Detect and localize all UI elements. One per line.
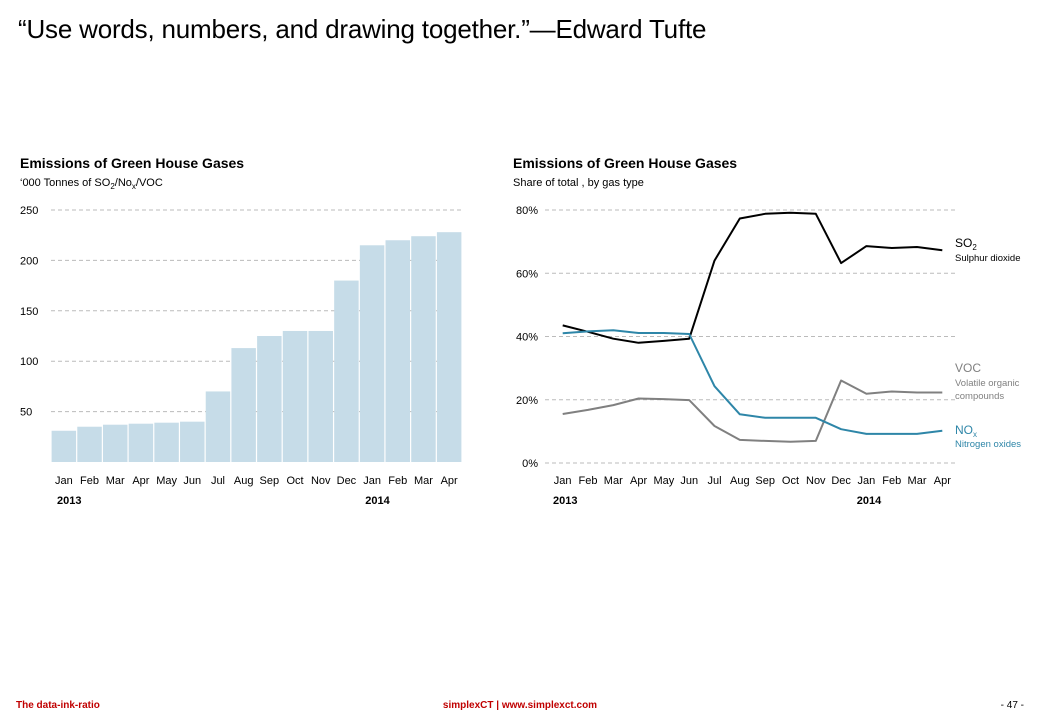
series-line-so2: [562, 211, 943, 344]
x-tick-label: Jan: [55, 475, 73, 487]
bar: [257, 336, 282, 462]
x-tick-label: Jan: [858, 475, 876, 487]
line-chart-title: Emissions of Green House Gases: [513, 155, 737, 171]
y-tick-label: 0%: [522, 458, 538, 470]
y-tick-label: 40%: [516, 332, 538, 344]
x-tick-label: Feb: [882, 475, 901, 487]
x-tick-label: May: [156, 475, 177, 487]
x-tick-label: Mar: [604, 475, 623, 487]
series-desc-voc: Volatile organic: [955, 378, 1020, 389]
bar: [411, 236, 436, 462]
x-tick-label: May: [654, 475, 675, 487]
x-tick-label: Nov: [806, 475, 826, 487]
y-tick-label: 200: [20, 255, 38, 267]
x-tick-label: Apr: [132, 475, 149, 487]
series-label-nox: NOx: [955, 423, 977, 439]
series-label-so2: SO2: [955, 236, 977, 252]
bar: [102, 424, 128, 462]
series-desc-voc-2: compounds: [955, 391, 1004, 402]
year-label: 2014: [857, 495, 882, 507]
x-tick-label: Sep: [260, 475, 280, 487]
y-tick-label: 60%: [516, 268, 538, 280]
x-tick-label: Oct: [782, 475, 799, 487]
bar: [308, 330, 333, 462]
x-tick-label: Aug: [730, 475, 750, 487]
bar-chart-gridlines: [51, 209, 462, 413]
bar: [334, 280, 359, 462]
year-label: 2013: [57, 495, 81, 507]
bar-chart: Emissions of Green House Gases ‘000 Tonn…: [20, 155, 462, 507]
footer-brand: simplexCT | www.simplexct.com: [0, 700, 1040, 711]
x-tick-label: Feb: [578, 475, 597, 487]
x-tick-label: Mar: [106, 475, 125, 487]
bar: [77, 426, 102, 462]
bar-chart-x-axis: Jan Feb Mar Apr May Jun Jul Aug Sep Oct Nov Dec Jan F…: [55, 475, 458, 487]
line-chart: Emissions of Green House Gases Share of …: [513, 155, 1021, 507]
series-desc-so2: Sulphur dioxide: [955, 253, 1021, 264]
footer-page-number: - 47 -: [1000, 700, 1024, 711]
y-tick-label: 100: [20, 356, 38, 368]
line-chart-subtitle: Share of total , by gas type: [513, 177, 644, 189]
x-tick-label: Jan: [554, 475, 572, 487]
x-tick-label: Apr: [934, 475, 951, 487]
y-tick-label: 20%: [516, 395, 538, 407]
y-tick-label: 50: [20, 407, 32, 419]
x-tick-label: Apr: [630, 475, 647, 487]
x-tick-label: Dec: [831, 475, 851, 487]
footer-separator: |: [496, 700, 500, 711]
line-chart-x-axis: Jan Feb Mar Apr May Jun Jul Aug Sep Oct Nov Dec Jan F…: [554, 475, 951, 487]
footer-section-label: The data-ink-ratio: [16, 700, 100, 711]
x-tick-label: Oct: [286, 475, 303, 487]
series-line-voc: [562, 379, 943, 443]
x-tick-label: Jan: [363, 475, 381, 487]
x-tick-label: Apr: [441, 475, 458, 487]
footer-brand-name: simplexCT: [442, 700, 494, 711]
slide-title: “Use words, numbers, and drawing togethe…: [18, 14, 707, 44]
bar-chart-subtitle: ‘000 Tonnes of SO2/Nox/VOC: [20, 177, 163, 191]
line-chart-series: [562, 211, 943, 443]
bar: [282, 330, 308, 462]
line-chart-years: 2013 2014: [553, 495, 882, 507]
x-tick-label: Sep: [755, 475, 775, 487]
footer-url[interactable]: www.simplexct.com: [501, 700, 598, 711]
y-tick-label: 250: [20, 205, 38, 217]
x-tick-label: Mar: [908, 475, 927, 487]
bar: [436, 232, 462, 462]
x-tick-label: Jun: [183, 475, 201, 487]
series-label-voc: VOC: [955, 361, 981, 375]
line-chart-y-axis: 0% 20% 40% 60% 80%: [516, 205, 538, 470]
bar: [231, 348, 256, 462]
y-tick-label: 150: [20, 306, 38, 318]
bar: [359, 245, 385, 462]
year-label: 2014: [365, 495, 390, 507]
bar-chart-title: Emissions of Green House Gases: [20, 155, 244, 171]
line-chart-gridlines: [545, 209, 955, 464]
bar: [205, 391, 231, 462]
year-label: 2013: [553, 495, 577, 507]
bar: [385, 240, 411, 462]
x-tick-label: Feb: [388, 475, 407, 487]
x-tick-label: Feb: [80, 475, 99, 487]
bar-chart-y-axis: 50 100 150 200 250: [20, 205, 38, 419]
bar-chart-years: 2013 2014: [57, 495, 391, 507]
series-desc-nox: Nitrogen oxides: [955, 439, 1021, 450]
x-tick-label: Aug: [234, 475, 254, 487]
series-line-nox: [562, 329, 943, 435]
x-tick-label: Mar: [414, 475, 433, 487]
y-tick-label: 80%: [516, 205, 538, 217]
x-tick-label: Jun: [680, 475, 698, 487]
bar-chart-bars: [51, 232, 462, 462]
bar: [51, 430, 77, 462]
x-tick-label: Jul: [708, 475, 722, 487]
x-tick-label: Jul: [211, 475, 225, 487]
x-tick-label: Nov: [311, 475, 331, 487]
bar: [128, 423, 154, 462]
x-tick-label: Dec: [337, 475, 357, 487]
bar: [154, 422, 179, 462]
bar: [180, 421, 205, 462]
